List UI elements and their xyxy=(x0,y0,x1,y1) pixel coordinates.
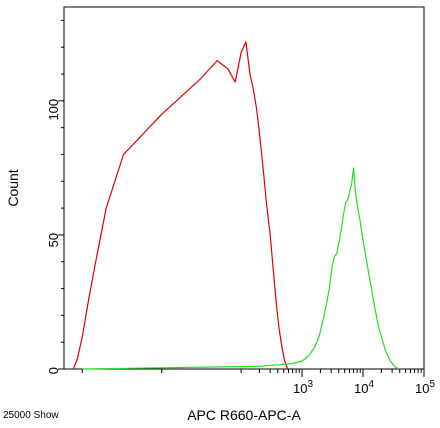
series-line-2 xyxy=(82,167,399,370)
plot-frame xyxy=(63,6,425,370)
y-tick-label: 50 xyxy=(46,233,61,247)
series-layer xyxy=(72,41,399,370)
x-axis-title: APC R660-APC-A xyxy=(187,407,301,423)
y-tick-label: 0 xyxy=(46,367,61,374)
x-tick-label: 103 xyxy=(293,379,313,396)
footer-left-label: 25000 Show xyxy=(3,410,59,421)
x-tick-label: 105 xyxy=(415,379,435,396)
x-tick-label: 104 xyxy=(354,379,374,396)
y-axis-title: Count xyxy=(5,169,21,206)
series-line-1 xyxy=(72,41,289,370)
y-axis: 0 50 100 xyxy=(46,19,64,374)
x-axis: 103 104 105 xyxy=(81,369,435,396)
y-tick-label: 100 xyxy=(46,99,61,121)
